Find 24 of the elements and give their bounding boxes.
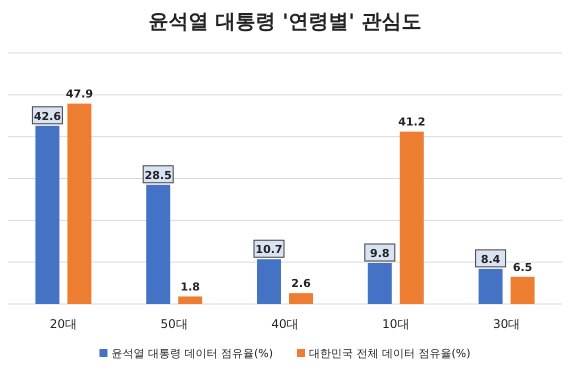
bar [178,296,202,304]
data-label: 2.6 [291,277,312,290]
x-tick-label: 50대 [160,317,188,331]
bar [400,132,424,304]
x-tick-label: 30대 [492,317,520,331]
data-label: 47.9 [66,88,93,101]
legend-label: 대한민국 전체 데이터 점유율(%) [309,347,471,360]
chart-title: 윤석열 대통령 '연령별' 관심도 [148,9,422,33]
legend-label: 윤석열 대통령 데이터 점유율(%) [111,347,273,360]
x-tick-label: 20대 [50,317,78,331]
data-label: 8.4 [480,252,501,266]
data-label: 42.6 [34,110,62,123]
data-label: 10.7 [255,243,283,256]
data-label: 41.2 [398,116,426,129]
x-tick-label: 10대 [382,317,410,331]
data-label: 9.8 [370,247,390,260]
x-tick-label: 40대 [271,317,299,331]
bar [67,104,92,304]
data-label: 1.8 [180,280,200,294]
bar [368,263,392,304]
data-label: 28.5 [144,168,172,182]
bar [510,276,535,304]
data-label: 6.5 [512,260,532,274]
bar [289,293,313,304]
